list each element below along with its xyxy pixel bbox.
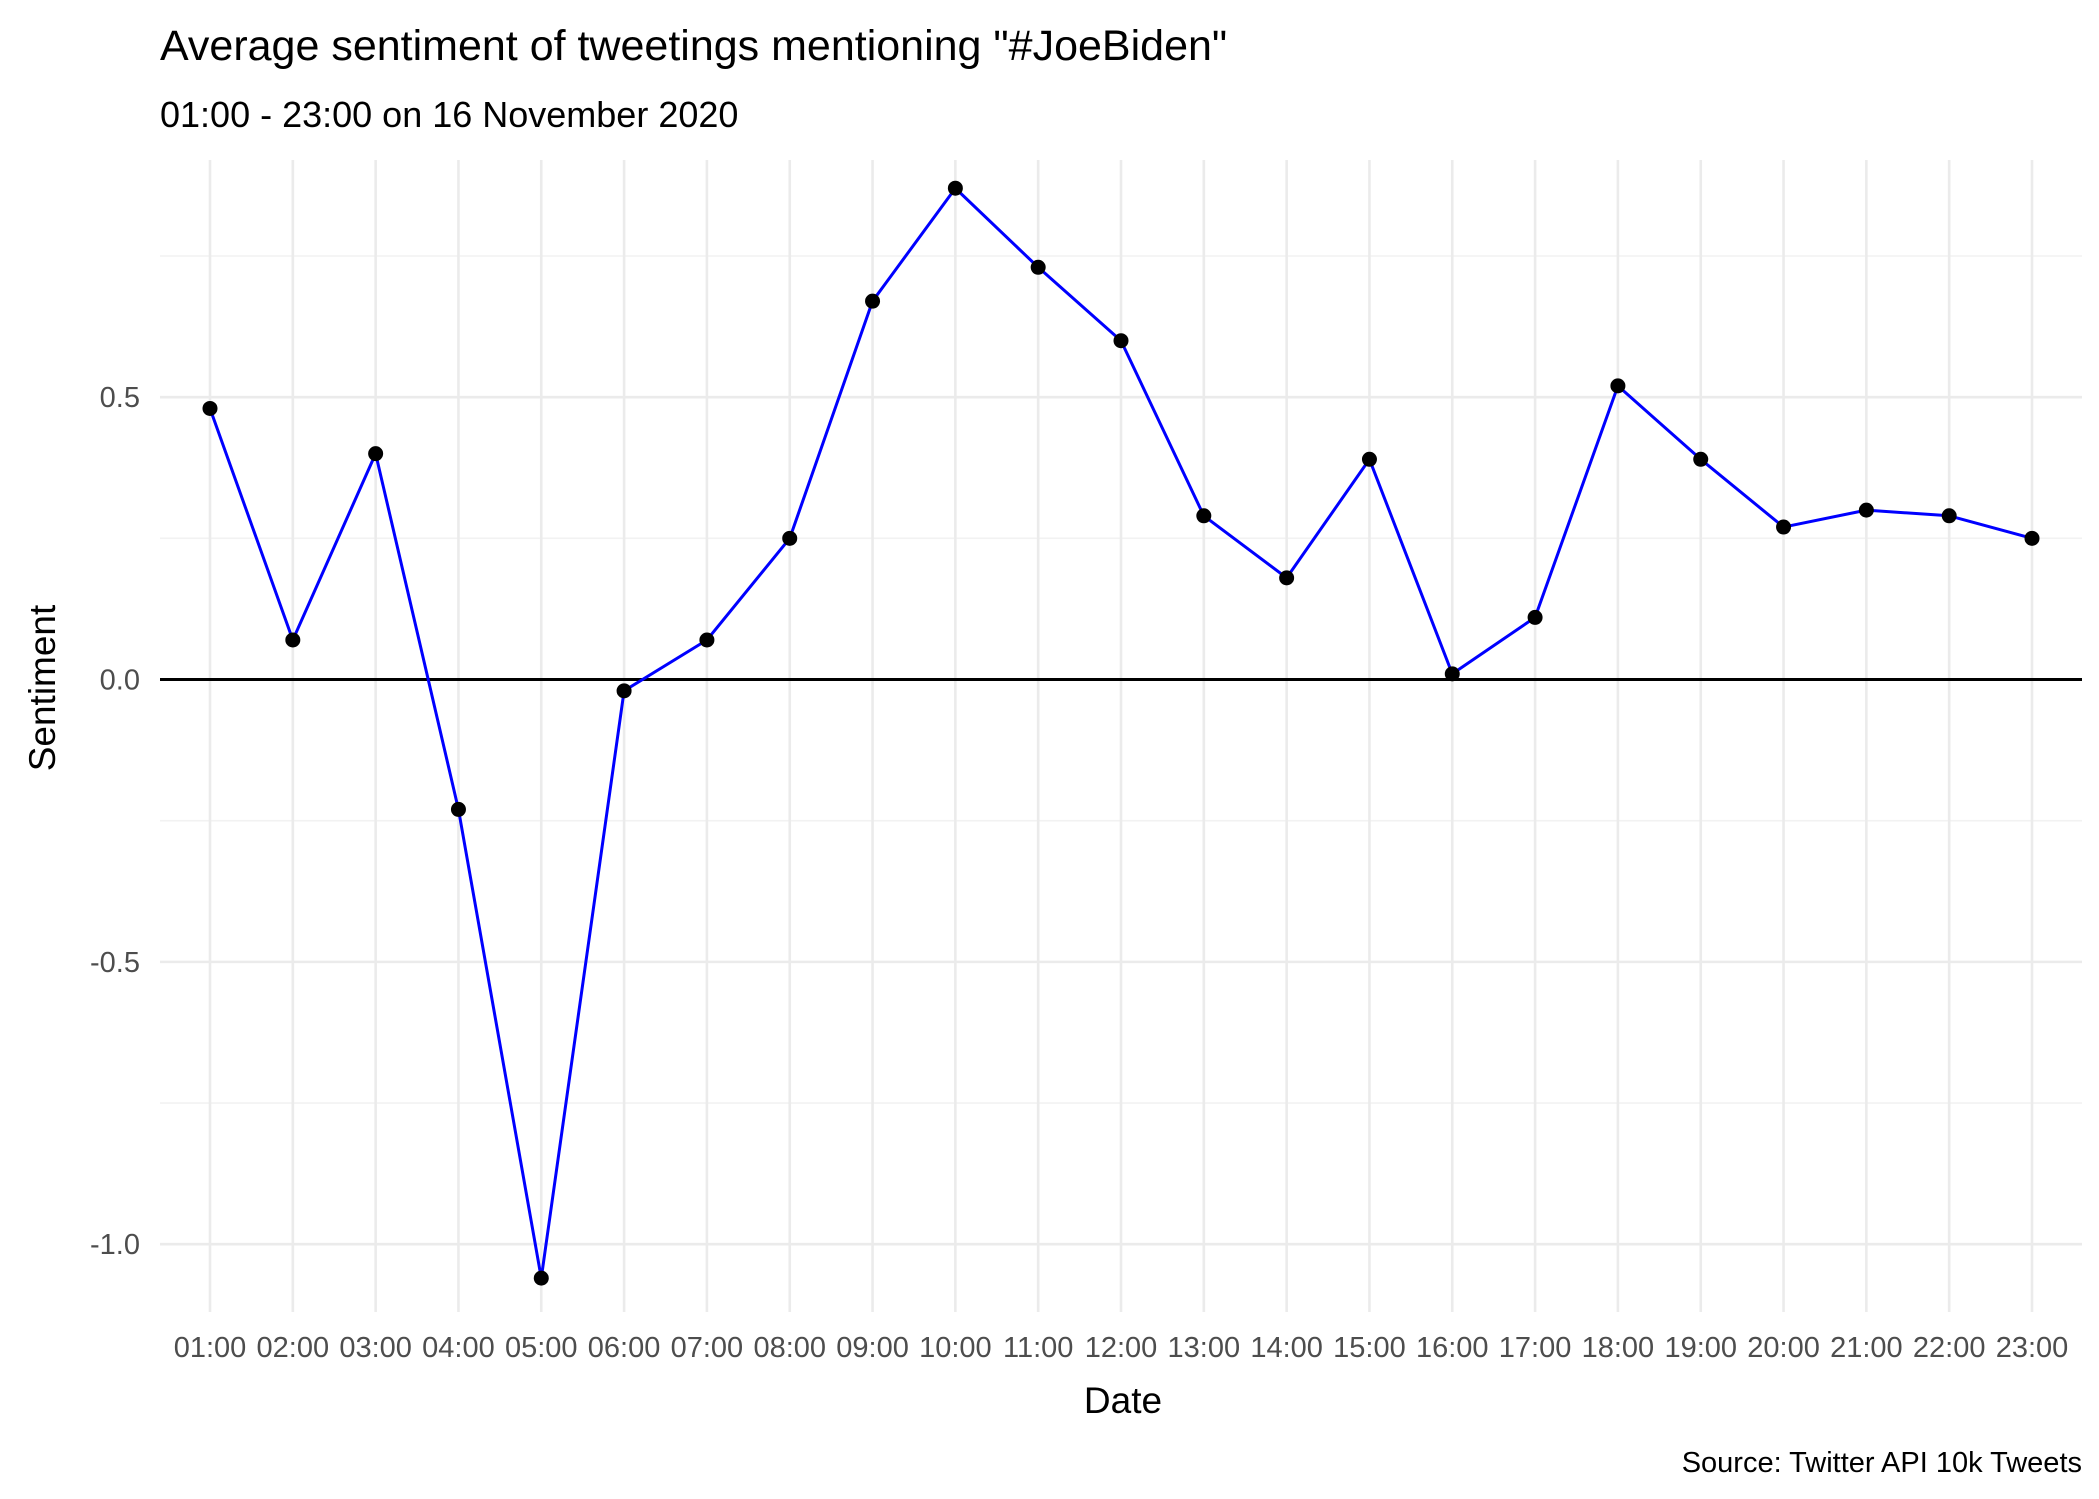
x-tick-label: 21:00 xyxy=(1830,1332,1903,1364)
x-tick-label: 09:00 xyxy=(836,1332,909,1364)
data-point-23:00 xyxy=(2024,530,2040,546)
x-tick-label: 02:00 xyxy=(257,1332,330,1364)
y-tick-label: 0.5 xyxy=(100,382,140,414)
chart-caption: Source: Twitter API 10k Tweets xyxy=(1682,1447,2082,1479)
x-axis-title: Date xyxy=(1084,1380,1162,1421)
x-tick-label: 22:00 xyxy=(1913,1332,1986,1364)
x-tick-label: 01:00 xyxy=(174,1332,247,1364)
data-point-22:00 xyxy=(1941,508,1957,524)
y-tick-label: -1.0 xyxy=(90,1229,140,1261)
x-tick-label: 03:00 xyxy=(339,1332,412,1364)
y-tick-label: 0.0 xyxy=(100,665,140,697)
grid xyxy=(160,160,2082,1312)
x-tick-label: 15:00 xyxy=(1333,1332,1406,1364)
x-tick-label: 23:00 xyxy=(1996,1332,2069,1364)
data-point-10:00 xyxy=(947,180,963,196)
data-point-13:00 xyxy=(1196,508,1212,524)
data-point-01:00 xyxy=(202,400,218,416)
chart-subtitle: 01:00 - 23:00 on 16 November 2020 xyxy=(160,94,738,135)
data-point-05:00 xyxy=(533,1270,549,1286)
data-point-06:00 xyxy=(616,683,632,699)
x-tick-label: 18:00 xyxy=(1582,1332,1655,1364)
data-point-07:00 xyxy=(699,632,715,648)
y-axis-ticks: -1.0 -0.5 0.0 0.5 xyxy=(90,382,140,1261)
data-point-03:00 xyxy=(368,446,384,462)
data-point-17:00 xyxy=(1527,609,1543,625)
x-tick-label: 12:00 xyxy=(1085,1332,1158,1364)
data-point-09:00 xyxy=(865,293,881,309)
x-tick-label: 11:00 xyxy=(1003,1332,1073,1364)
x-tick-label: 08:00 xyxy=(753,1332,826,1364)
data-point-12:00 xyxy=(1113,333,1129,349)
data-point-21:00 xyxy=(1858,502,1874,518)
x-tick-label: 10:00 xyxy=(919,1332,992,1364)
data-point-08:00 xyxy=(782,530,798,546)
data-point-20:00 xyxy=(1776,519,1792,535)
x-tick-label: 06:00 xyxy=(588,1332,661,1364)
x-tick-label: 19:00 xyxy=(1664,1332,1737,1364)
y-axis-title: Sentiment xyxy=(22,604,63,771)
data-point-11:00 xyxy=(1030,259,1046,275)
data-point-19:00 xyxy=(1693,451,1709,467)
data-point-04:00 xyxy=(450,801,466,817)
x-tick-label: 14:00 xyxy=(1250,1332,1323,1364)
x-tick-label: 07:00 xyxy=(671,1332,744,1364)
x-axis-ticks: 01:00 02:00 03:00 04:00 05:00 06:00 07:00 08:00… xyxy=(174,1332,2069,1364)
x-tick-label: 20:00 xyxy=(1747,1332,1820,1364)
x-tick-label: 13:00 xyxy=(1168,1332,1241,1364)
data-point-15:00 xyxy=(1361,451,1377,467)
y-tick-label: -0.5 xyxy=(90,947,140,979)
x-tick-label: 04:00 xyxy=(422,1332,495,1364)
x-tick-label: 17:00 xyxy=(1499,1332,1572,1364)
x-tick-label: 05:00 xyxy=(505,1332,578,1364)
x-tick-label: 16:00 xyxy=(1416,1332,1489,1364)
data-point-14:00 xyxy=(1279,570,1295,586)
data-points xyxy=(202,180,2040,1286)
data-point-16:00 xyxy=(1444,666,1460,682)
data-point-18:00 xyxy=(1610,378,1626,394)
data-point-02:00 xyxy=(285,632,301,648)
chart-title: Average sentiment of tweetings mentionin… xyxy=(160,22,1227,70)
